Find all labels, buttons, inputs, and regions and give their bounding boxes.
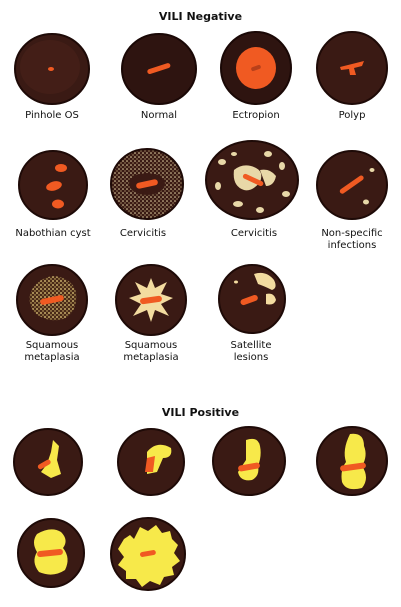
vili-positive-image-3	[212, 426, 286, 496]
vili-positive-image-1	[13, 428, 83, 496]
non-specific-infections-label: Non-specific infections	[321, 228, 383, 251]
ectropion-image	[220, 31, 292, 105]
vili-negative-title: VILI Negative	[158, 10, 243, 23]
polyp-image	[316, 31, 388, 105]
pinhole-os-label: Pinhole OS	[25, 110, 79, 121]
satellite-lesions-label: Satellite lesions	[230, 340, 272, 363]
vili-positive-image-4	[316, 426, 388, 496]
cervicitis-speckled-image	[110, 148, 184, 220]
squamous-metaplasia-label-1: Squamous metaplasia	[24, 340, 80, 363]
vili-positive-image-5	[17, 518, 85, 588]
squamous-metaplasia-1-image	[16, 264, 88, 336]
squamous-metaplasia-2-image	[115, 264, 187, 336]
polyp-label: Polyp	[338, 110, 366, 121]
cervicitis-patchy-image	[205, 140, 299, 220]
nabothian-cyst-label: Nabothian cyst	[15, 228, 91, 239]
vili-positive-title: VILI Positive	[161, 406, 240, 419]
non-specific-infections-image	[316, 150, 388, 220]
vili-positive-image-6	[110, 517, 186, 591]
cervicitis-label-2: Cervicitis	[230, 228, 278, 239]
squamous-metaplasia-label-2: Squamous metaplasia	[123, 340, 179, 363]
normal-label: Normal	[140, 110, 178, 121]
satellite-lesions-image	[218, 264, 286, 334]
ectropion-label: Ectropion	[232, 110, 280, 121]
normal-image	[121, 33, 197, 105]
vili-positive-image-2	[117, 428, 185, 496]
pinhole-os-image	[14, 33, 90, 105]
nabothian-cyst-image	[18, 150, 88, 220]
cervicitis-label-1: Cervicitis	[119, 228, 167, 239]
